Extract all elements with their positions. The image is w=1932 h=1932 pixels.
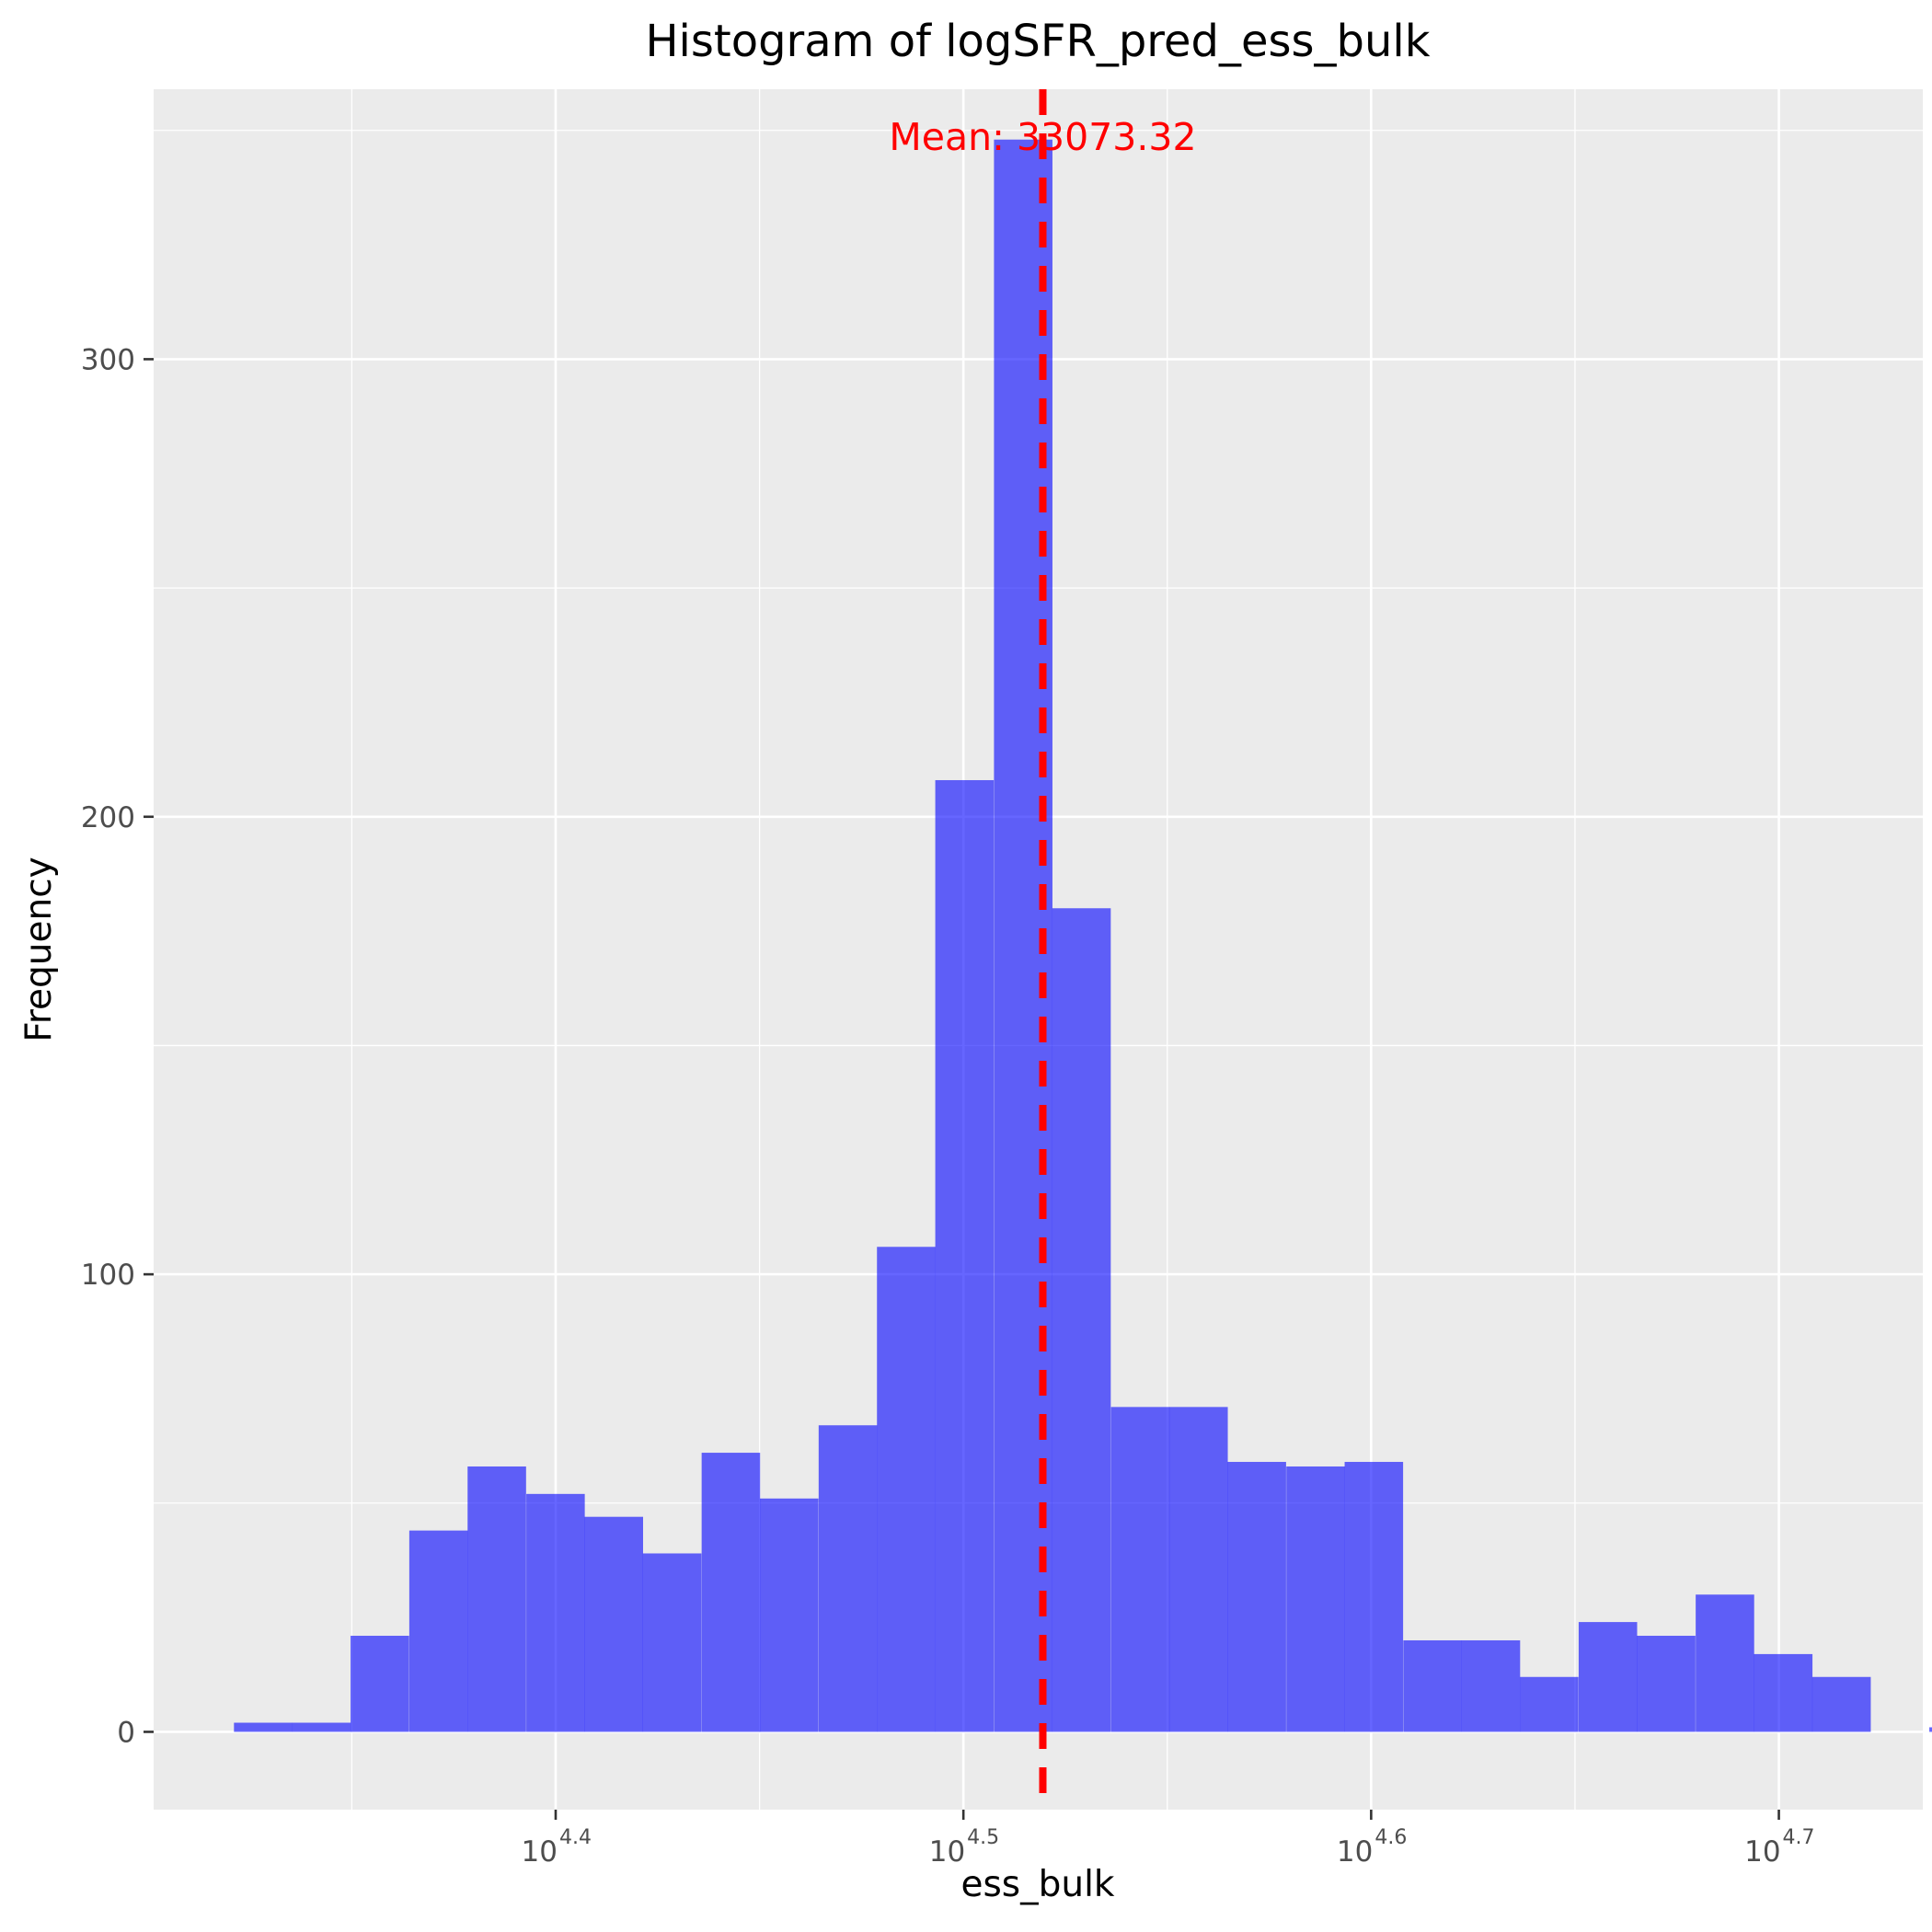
histogram-bar xyxy=(877,1247,936,1732)
histogram-bar xyxy=(1403,1639,1462,1732)
y-tick-label: 200 xyxy=(81,801,135,834)
histogram-bar xyxy=(467,1466,526,1732)
histogram-bar xyxy=(1929,1727,1932,1732)
histogram-bar xyxy=(234,1722,293,1732)
histogram-bar xyxy=(1811,1676,1871,1732)
histogram-bar xyxy=(818,1425,878,1732)
histogram-bar xyxy=(1578,1622,1638,1732)
x-tick-label-exponent: 4.5 xyxy=(967,1826,999,1849)
histogram-bar xyxy=(526,1493,585,1732)
histogram-bar xyxy=(935,779,995,1732)
histogram-bar xyxy=(1461,1639,1521,1732)
x-tick-label-exponent: 4.6 xyxy=(1374,1826,1407,1849)
histogram-bar xyxy=(1520,1676,1579,1732)
histogram-bar xyxy=(760,1498,819,1732)
chart-title: Histogram of logSFR_pred_ess_bulk xyxy=(645,16,1430,67)
x-axis: 10 4.4 10 4.5 10 4.6 10 4.7 xyxy=(522,1810,1815,1869)
histogram-bar xyxy=(292,1722,351,1732)
x-tick-label-base: 10 xyxy=(929,1835,965,1869)
histogram-bar xyxy=(642,1553,702,1732)
y-axis-title: Frequency xyxy=(18,857,60,1041)
histogram-bar xyxy=(1286,1466,1345,1732)
histogram-bar xyxy=(351,1636,409,1732)
histogram-bar xyxy=(1696,1594,1754,1732)
histogram-bar xyxy=(1754,1653,1813,1732)
x-tick-label-base: 10 xyxy=(522,1835,558,1869)
x-tick-label-base: 10 xyxy=(1744,1835,1780,1869)
y-tick-label: 300 xyxy=(81,343,135,376)
histogram-bar xyxy=(1052,908,1111,1732)
histogram-bar xyxy=(1637,1636,1696,1732)
x-tick-label-exponent: 4.4 xyxy=(559,1826,592,1849)
histogram-bar xyxy=(584,1516,644,1732)
histogram-bar xyxy=(1344,1462,1404,1732)
y-axis: 0 100 200 300 xyxy=(81,343,154,1749)
histogram-bar xyxy=(1110,1407,1170,1732)
histogram-bars xyxy=(234,139,1932,1732)
histogram-bar xyxy=(1227,1462,1286,1732)
histogram-bar xyxy=(408,1530,468,1732)
mean-label: Mean: 33073.32 xyxy=(889,115,1196,159)
y-tick-label: 0 xyxy=(117,1716,135,1749)
y-tick-label: 100 xyxy=(81,1259,135,1292)
x-tick-label-base: 10 xyxy=(1337,1835,1373,1869)
x-tick-label-exponent: 4.7 xyxy=(1783,1826,1815,1849)
histogram-bar xyxy=(701,1453,761,1732)
histogram-bar xyxy=(1168,1407,1228,1732)
x-axis-title: ess_bulk xyxy=(960,1864,1114,1905)
